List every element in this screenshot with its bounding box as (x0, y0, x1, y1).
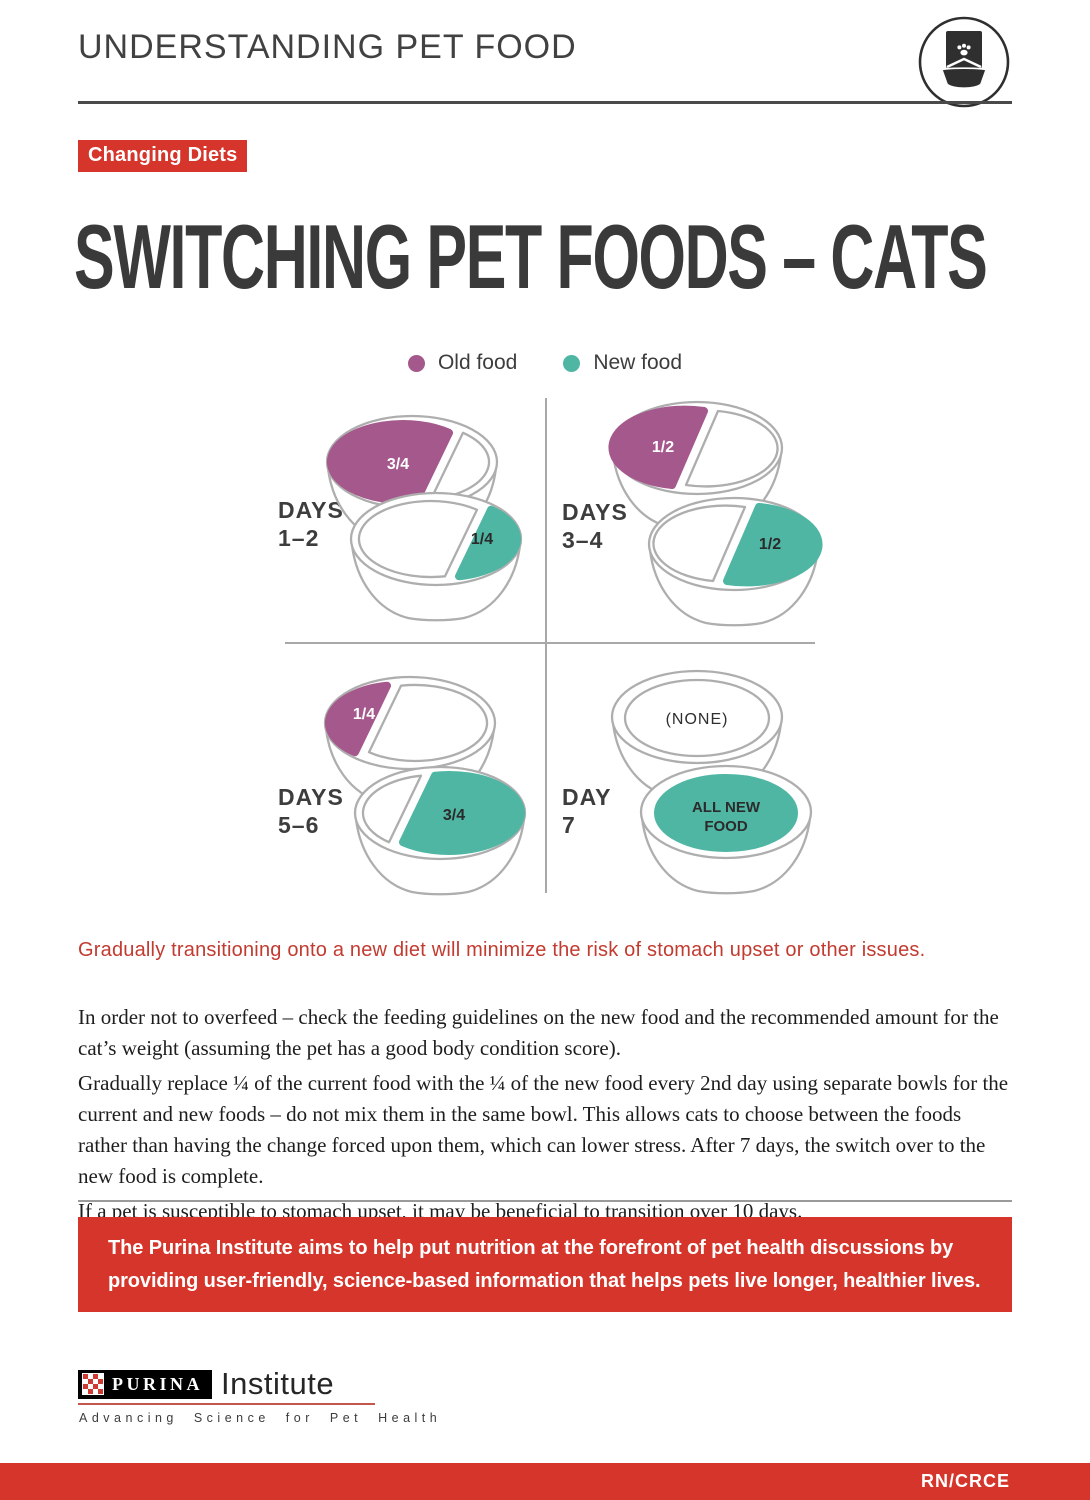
svg-text:3/4: 3/4 (443, 807, 465, 824)
paragraph-2: Gradually replace ¼ of the current food … (78, 1071, 1009, 1188)
svg-text:1/2: 1/2 (759, 536, 781, 553)
svg-text:FOOD: FOOD (704, 818, 747, 835)
svg-text:3/4: 3/4 (387, 456, 409, 473)
svg-text:7: 7 (562, 812, 576, 838)
logo-underline (78, 1403, 375, 1405)
svg-text:3–4: 3–4 (562, 527, 603, 553)
svg-text:1/4: 1/4 (353, 706, 375, 723)
highlight-text: Gradually transitioning onto a new diet … (78, 939, 926, 961)
mission-banner: The Purina Institute aims to help put nu… (78, 1217, 1012, 1312)
logo-tagline: Advancing Science for Pet Health (79, 1411, 442, 1425)
legend-label-new-food: New food (593, 351, 683, 374)
svg-text:DAYS: DAYS (278, 784, 344, 810)
new-food-bowl: 3/4 (353, 765, 527, 896)
main-title: SWITCHING PET FOODS – CATS (74, 207, 988, 308)
paragraph-1: In order not to overfeed – check the fee… (78, 1005, 999, 1060)
legend-dot-new-food (563, 354, 581, 372)
svg-text:(NONE): (NONE) (666, 711, 729, 728)
svg-text:ALL NEW: ALL NEW (692, 799, 761, 816)
svg-text:DAY: DAY (562, 784, 611, 810)
mission-banner-text: The Purina Institute aims to help put nu… (108, 1236, 981, 1292)
section-badge: Changing Diets (78, 140, 248, 172)
svg-text:1–2: 1–2 (278, 525, 319, 551)
new-food-bowl: ALL NEW FOOD (639, 764, 813, 895)
header-divider (78, 101, 1012, 104)
new-food-bowl: 1/4 (349, 491, 523, 622)
legend-item-new-food: New food (563, 351, 682, 375)
institute-wordmark: Institute (221, 1366, 335, 1401)
pet-food-icon (916, 14, 1012, 110)
svg-text:5–6: 5–6 (278, 812, 319, 838)
new-food-bowl: 1/2 (647, 496, 823, 627)
footer-code: RN/CRCE (920, 1471, 1010, 1491)
svg-text:DAYS: DAYS (278, 497, 344, 523)
svg-text:DAYS: DAYS (562, 499, 628, 525)
legend-label-old-food: Old food (437, 351, 518, 374)
svg-text:1/2: 1/2 (652, 439, 674, 456)
page-header-title: UNDERSTANDING PET FOOD (78, 28, 577, 66)
purina-institute-logo: PURINA Institute (78, 1366, 334, 1402)
purina-checkerboard-icon (82, 1373, 104, 1395)
bowl-transition-diagram: DAYS 1–2 3/4 1/4 DAYS 3–4 1/2 1/2 DAYS 5–6 1/4 3/4 D… (95, 393, 995, 905)
legend-dot-old-food (407, 354, 425, 372)
purina-wordmark: PURINA (112, 1373, 203, 1394)
banner-divider (78, 1200, 1012, 1202)
footer-bar: RN/CRCE (0, 1463, 1090, 1500)
purina-logo-block: PURINA (78, 1369, 212, 1399)
body-text: In order not to overfeed – check the fee… (78, 1002, 1014, 1231)
legend: Old food New food (0, 351, 1090, 375)
svg-text:1/4: 1/4 (471, 531, 493, 548)
legend-item-old-food: Old food (407, 351, 518, 375)
